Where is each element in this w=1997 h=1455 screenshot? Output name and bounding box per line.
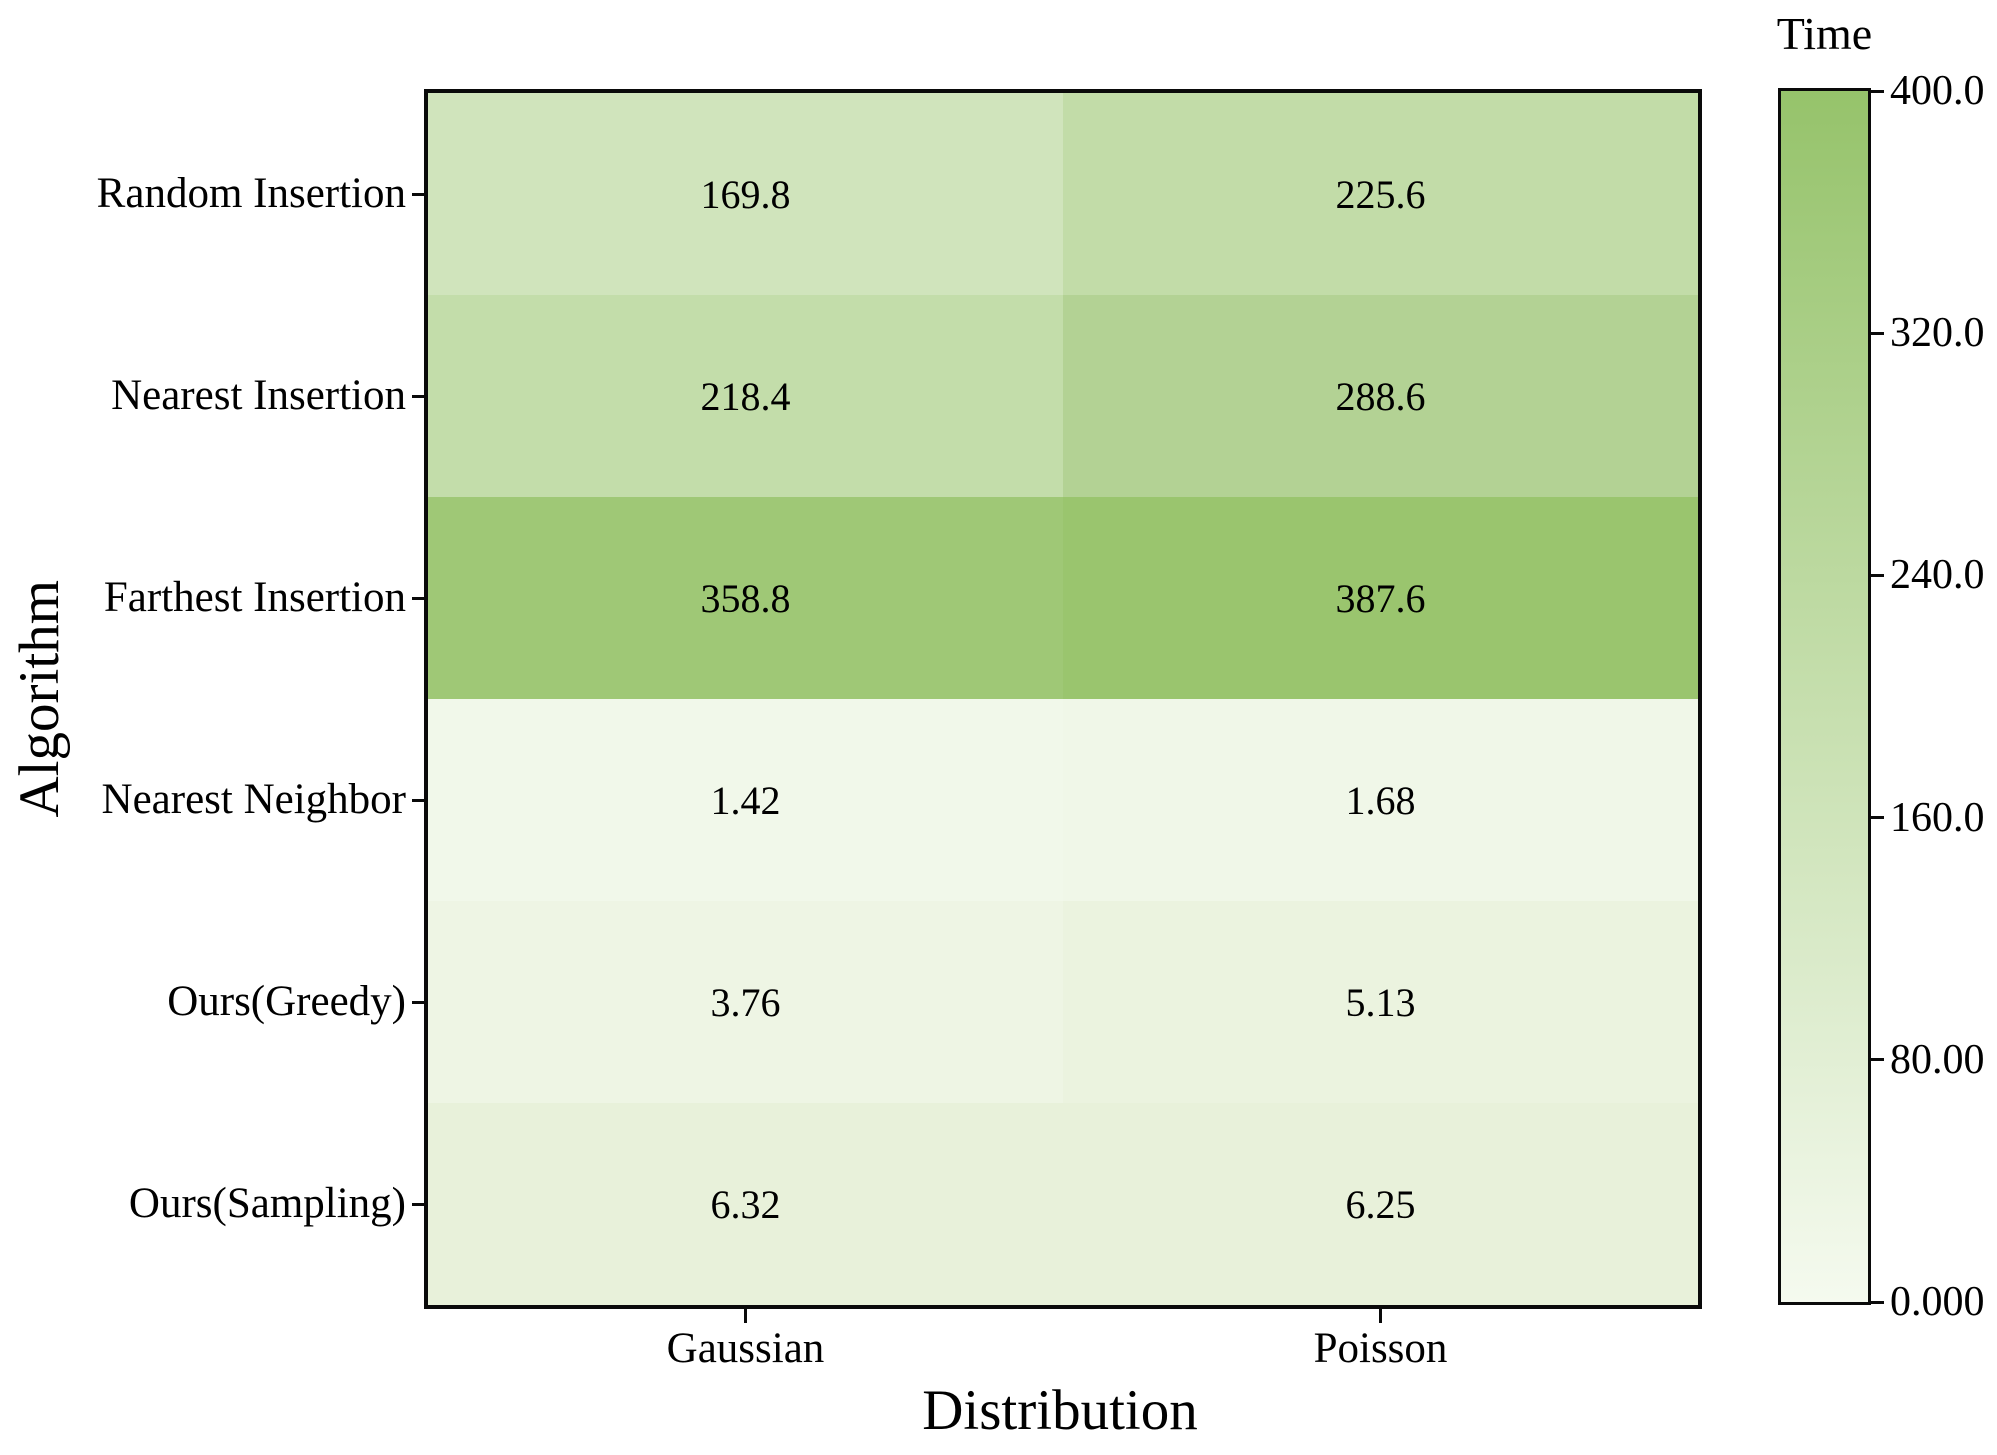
- y-axis-tick: [412, 192, 426, 196]
- heatmap-cell: 5.13: [1063, 901, 1698, 1103]
- cell-value-label: 387.6: [1335, 575, 1426, 621]
- x-axis-tick: [744, 1309, 747, 1323]
- y-axis-tick: [412, 1000, 426, 1004]
- x-axis-tick: [1379, 1309, 1382, 1323]
- heatmap-cell: 6.25: [1063, 1103, 1698, 1305]
- heatmap-cell: 218.4: [428, 295, 1063, 497]
- heatmap-cell: 288.6: [1063, 295, 1698, 497]
- cell-value-label: 3.76: [710, 979, 781, 1025]
- heatmap-cell: 1.68: [1063, 699, 1698, 901]
- y-tick-label: Random Insertion: [96, 170, 406, 217]
- cell-value-label: 1.68: [1345, 777, 1416, 823]
- x-tick-label: Gaussian: [666, 1325, 825, 1372]
- y-axis-tick: [412, 394, 426, 398]
- y-axis-tick: [412, 798, 426, 802]
- x-tick-label: Poisson: [1313, 1325, 1448, 1372]
- cell-value-label: 169.8: [700, 171, 791, 217]
- colorbar-tick: [1871, 1058, 1884, 1062]
- cell-value-label: 1.42: [710, 777, 781, 823]
- heatmap-cell: 169.8: [428, 93, 1063, 295]
- cell-value-label: 288.6: [1335, 373, 1426, 419]
- colorbar-tick-label: 400.0: [1890, 68, 1985, 114]
- cell-value-label: 218.4: [700, 373, 791, 419]
- y-axis-tick: [412, 1202, 426, 1206]
- colorbar-tick: [1871, 573, 1884, 577]
- cell-value-label: 358.8: [700, 575, 791, 621]
- y-tick-label: Ours(Sampling): [128, 1180, 406, 1227]
- colorbar-tick-label: 160.0: [1890, 794, 1985, 841]
- y-tick-label: Farthest Insertion: [103, 574, 406, 621]
- cell-value-label: 6.32: [710, 1181, 781, 1227]
- colorbar-tick-label: 0.000: [1890, 1279, 1985, 1325]
- heatmap-cell: 387.6: [1063, 497, 1698, 699]
- heatmap-cell: 225.6: [1063, 93, 1698, 295]
- y-axis-tick: [412, 596, 426, 600]
- colorbar-tick-label: 240.0: [1890, 552, 1985, 599]
- cell-value-label: 225.6: [1335, 171, 1426, 217]
- colorbar-tick: [1871, 331, 1884, 335]
- colorbar-tick-label: 80.00: [1890, 1036, 1985, 1083]
- colorbar-tick: [1871, 89, 1884, 93]
- colorbar-tick-label: 320.0: [1890, 310, 1985, 357]
- y-axis-title-box: Algorithm: [6, 93, 72, 1305]
- heatmap-cell: 358.8: [428, 497, 1063, 699]
- y-tick-label: Nearest Neighbor: [101, 776, 406, 823]
- colorbar-gradient: [1781, 91, 1868, 1302]
- heatmap-plot-area: 169.8 225.6 218.4 288.6 358.8 387.6 1.42 1.68 3.…: [424, 89, 1702, 1309]
- heatmap-cells: 169.8 225.6 218.4 288.6 358.8 387.6 1.42 1.68 3.…: [428, 93, 1698, 1305]
- y-tick-label: Ours(Greedy): [167, 978, 406, 1025]
- colorbar-title: Time: [1776, 8, 1873, 59]
- y-tick-label: Nearest Insertion: [111, 372, 406, 419]
- colorbar-tick: [1871, 1300, 1884, 1304]
- heatmap-cell: 3.76: [428, 901, 1063, 1103]
- x-axis-title: Distribution: [922, 1379, 1198, 1442]
- heatmap-cell: 1.42: [428, 699, 1063, 901]
- cell-value-label: 6.25: [1345, 1181, 1416, 1227]
- heatmap-cell: 6.32: [428, 1103, 1063, 1305]
- cell-value-label: 5.13: [1345, 979, 1416, 1025]
- colorbar: [1778, 88, 1871, 1305]
- colorbar-tick: [1871, 816, 1884, 820]
